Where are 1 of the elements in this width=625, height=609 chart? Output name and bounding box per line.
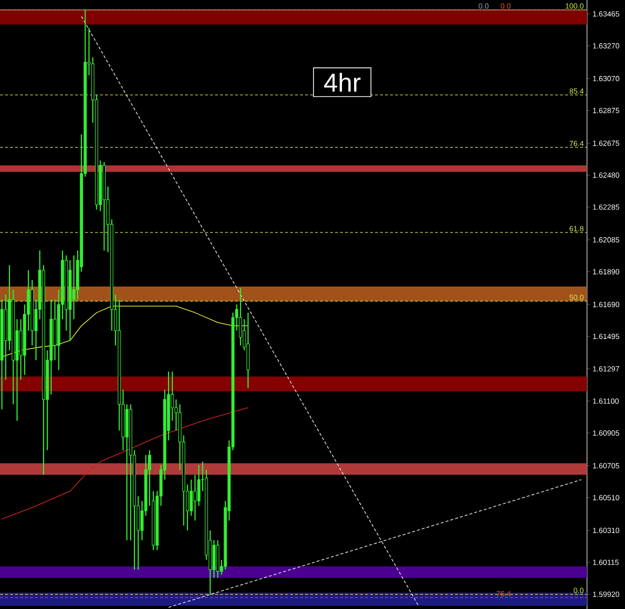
annotation: 4hr [324,72,361,92]
